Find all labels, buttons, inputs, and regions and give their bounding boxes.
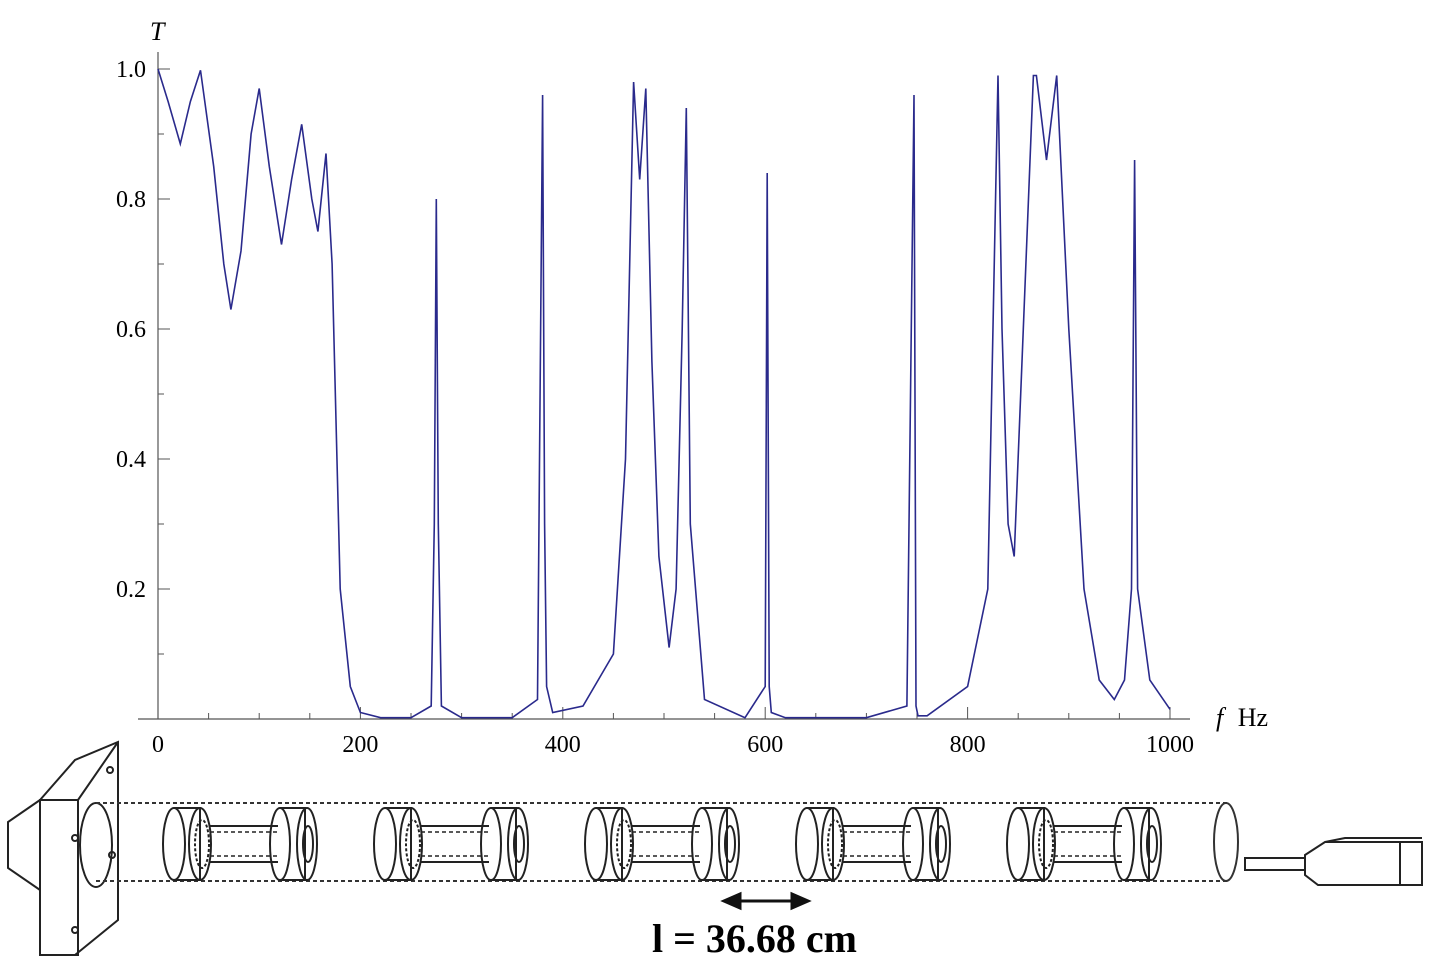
transmission-chart: 0 200 400 600 800 1000 0.2 0.4 0.6 0.8 1.0 T f Hz — [116, 17, 1268, 758]
microphone — [1244, 837, 1423, 886]
resonator-right-back — [718, 807, 740, 881]
x-axis-variable: f — [1216, 703, 1227, 732]
resonator-left-face — [1006, 807, 1030, 881]
x-tick-label: 1000 — [1146, 732, 1194, 758]
x-tick-label: 600 — [747, 732, 783, 758]
resonator-right-back — [507, 807, 529, 881]
apparatus-diagram: l = 36.68 cm — [7, 740, 1423, 961]
resonator-right-face — [269, 807, 291, 881]
resonator-left-back — [610, 807, 634, 881]
loudspeaker — [7, 740, 119, 956]
resonator-left-cap — [385, 807, 412, 881]
resonator-left-face — [373, 807, 397, 881]
resonator-left-neck — [1038, 819, 1054, 869]
resonator-right-cap — [913, 807, 939, 881]
resonator-right-back — [296, 807, 318, 881]
x-tick-label: 800 — [950, 732, 986, 758]
x-tick-label: 400 — [545, 732, 581, 758]
resonator-right-hole — [513, 825, 525, 863]
resonator-right-cap — [1124, 807, 1150, 881]
resonator — [373, 807, 529, 881]
resonator — [795, 807, 951, 881]
resonator-left-cap — [1018, 807, 1045, 881]
resonator-left-neck — [194, 819, 210, 869]
x-ticks: 0 200 400 600 800 1000 — [152, 707, 1194, 758]
resonator-right-face — [1113, 807, 1135, 881]
resonator-row — [162, 807, 1162, 881]
resonator — [162, 807, 318, 881]
series-line — [157, 68, 1171, 719]
x-tick-label: 0 — [152, 732, 164, 758]
length-marker — [720, 891, 812, 911]
resonator-right-hole — [302, 825, 314, 863]
resonator-right-cap — [702, 807, 728, 881]
resonator-right-back — [929, 807, 951, 881]
resonator-left-neck — [616, 819, 632, 869]
y-tick-label: 0.8 — [116, 187, 146, 213]
y-ticks: 0.2 0.4 0.6 0.8 1.0 — [116, 57, 170, 655]
resonator-left-face — [795, 807, 819, 881]
resonator-left-neck — [827, 819, 843, 869]
resonator-right-cap — [280, 807, 306, 881]
resonator-left-neck — [405, 819, 421, 869]
resonator-right-back — [1140, 807, 1162, 881]
resonator-right-cap — [491, 807, 517, 881]
resonator-left-back — [188, 807, 212, 881]
y-axis-title: T — [150, 17, 166, 46]
x-axis-unit: Hz — [1238, 703, 1268, 732]
resonator-left-back — [821, 807, 845, 881]
resonator — [584, 807, 740, 881]
axes — [138, 52, 1190, 720]
y-tick-label: 1.0 — [116, 57, 146, 83]
resonator-left-face — [162, 807, 186, 881]
resonator-left-back — [1032, 807, 1056, 881]
resonator-left-cap — [596, 807, 623, 881]
x-tick-label: 200 — [342, 732, 378, 758]
resonator-left-cap — [174, 807, 201, 881]
x-axis-title: f Hz — [1216, 703, 1268, 732]
resonator-right-face — [480, 807, 502, 881]
resonator-left-face — [584, 807, 608, 881]
resonator-right-hole — [724, 825, 736, 863]
resonator-right-face — [902, 807, 924, 881]
resonator-right-hole — [935, 825, 947, 863]
resonator-right-face — [691, 807, 713, 881]
resonator — [1006, 807, 1162, 881]
resonator-left-back — [399, 807, 423, 881]
resonator-left-cap — [807, 807, 834, 881]
resonator-right-hole — [1146, 825, 1158, 863]
length-caption: l = 36.68 cm — [652, 916, 857, 961]
y-tick-label: 0.4 — [116, 447, 146, 473]
y-tick-label: 0.2 — [116, 577, 146, 603]
y-tick-label: 0.6 — [116, 317, 146, 343]
waveguide-tube — [96, 802, 1239, 882]
